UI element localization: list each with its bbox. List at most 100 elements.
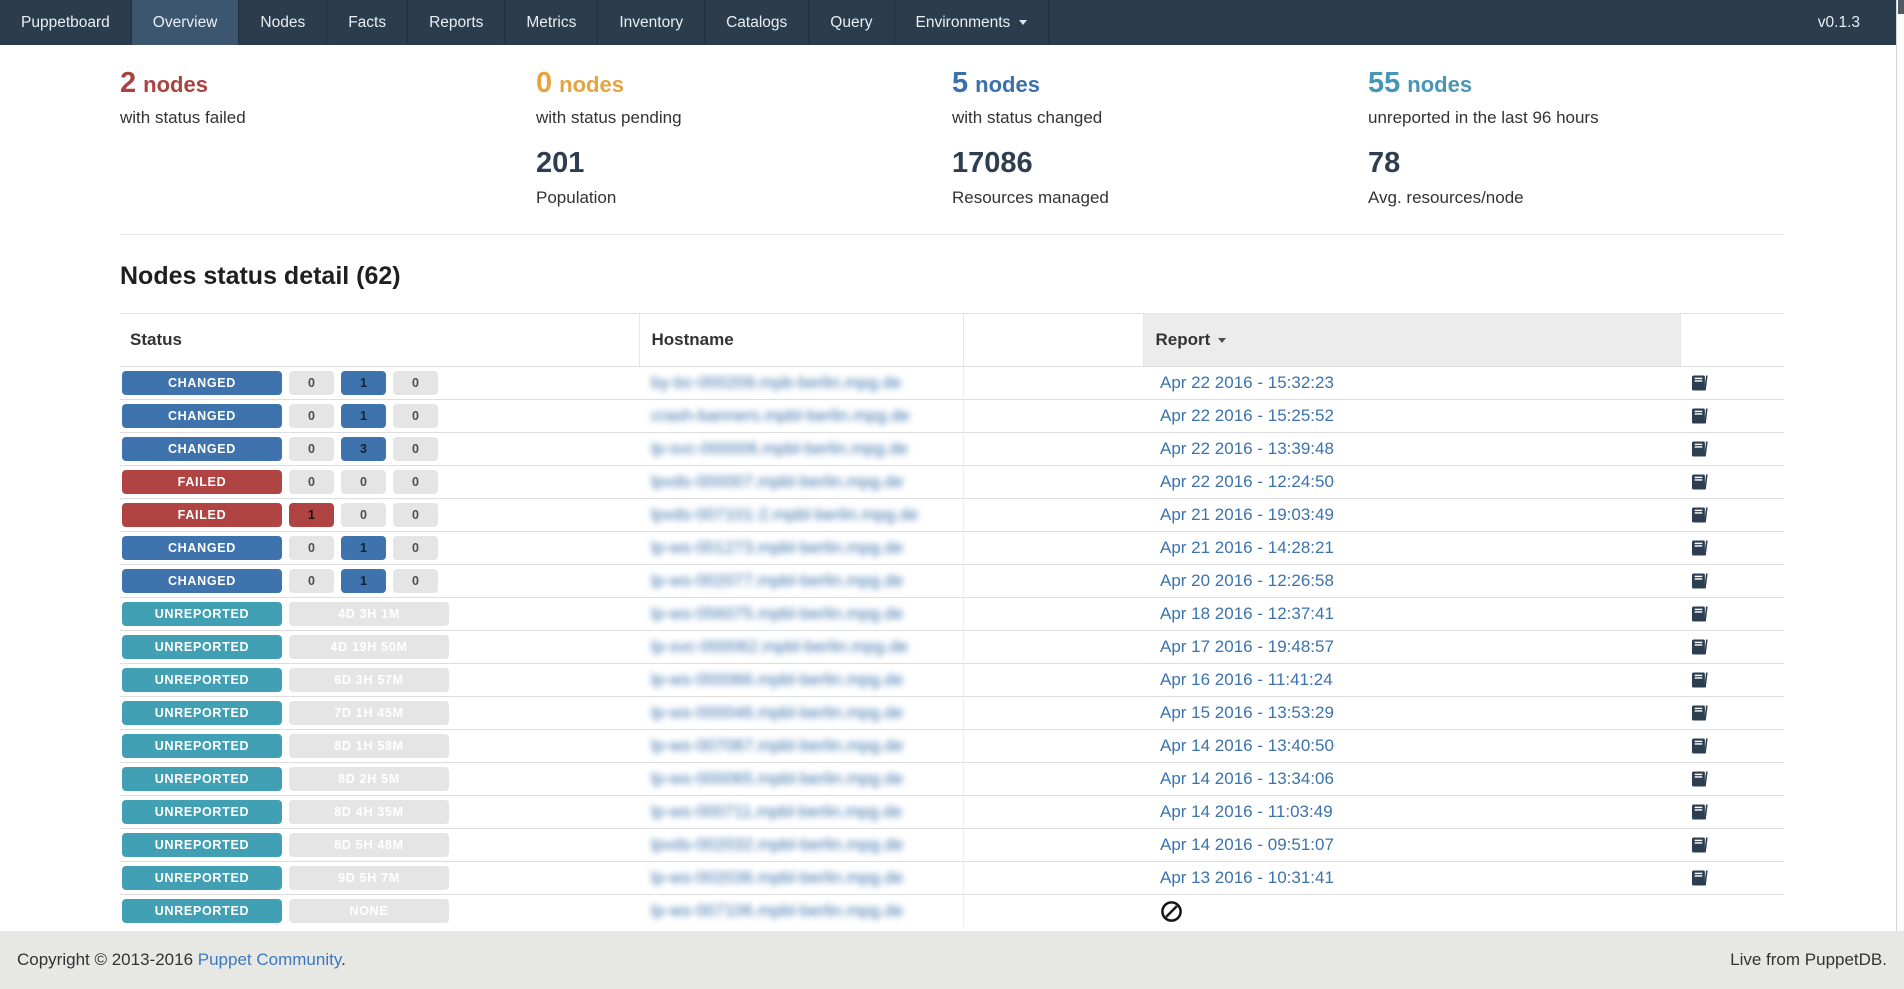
hostname-link[interactable]: lp-ws-000065.mpbl-berlin.mpg.de [651,768,904,788]
hostname-link[interactable]: lp-ws-002036.mpbl-berlin.mpg.de [651,867,904,887]
nav-item-overview[interactable]: Overview [131,0,240,45]
hostname-link[interactable]: lp-ws-056075.mpbl-berlin.mpg.de [651,603,904,623]
hostname-cell: lp-svc-000006.mpbl-berlin.mpg.de [639,431,963,466]
hostname-link[interactable]: by-bc-000209.mpb-berlin.mpg.de [651,372,902,392]
hostname-link[interactable]: lpvds-007101-2.mpbl-berlin.mpg.de [651,504,919,524]
report-cell: Apr 22 2016 - 15:32:23 [1143,365,1680,400]
status-badge: FAILED [122,502,282,527]
stat-number: 201 [536,146,585,179]
report-log-book-icon[interactable] [1690,604,1709,624]
report-log-book-icon[interactable] [1690,406,1709,426]
nav-item-reports[interactable]: Reports [408,0,506,45]
column-header-status[interactable]: Status [120,312,639,367]
nav-item-inventory[interactable]: Inventory [598,0,706,45]
hostname-link[interactable]: lp-ws-002077.mpbl-berlin.mpg.de [651,570,904,590]
report-log-book-icon[interactable] [1690,373,1709,393]
hostname-link[interactable]: lp-ws-000046.mpbl-berlin.mpg.de [651,702,904,722]
report-log-cell [1680,695,1784,730]
nav-item-nodes[interactable]: Nodes [239,0,328,45]
stat-suffix: nodes [975,72,1040,97]
hostname-link[interactable]: lp-svc-000006.mpbl-berlin.mpg.de [651,438,909,458]
status-badge: UNREPORTED [122,865,282,890]
status-cell: CHANGED 0 1 0 [120,563,639,598]
report-log-cell [1680,563,1784,598]
chevron-down-icon [1019,20,1028,25]
hostname-link[interactable]: lp-ws-000711.mpbl-berlin.mpg.de [651,801,903,821]
report-log-cell [1680,431,1784,466]
nav-item-facts[interactable]: Facts [327,0,409,45]
stat-value: 2 nodes [120,67,536,100]
report-log-cell [1680,464,1784,499]
report-log-book-icon[interactable] [1690,703,1709,723]
scrollbar-thumb[interactable] [1898,0,1904,14]
report-log-book-icon[interactable] [1690,769,1709,789]
brand-puppetboard[interactable]: Puppetboard [0,0,132,45]
report-link[interactable]: Apr 15 2016 - 13:53:29 [1160,702,1334,722]
report-cell: Apr 14 2016 - 11:03:49 [1143,794,1680,829]
report-link[interactable]: Apr 22 2016 - 15:25:52 [1160,405,1334,425]
report-link[interactable]: Apr 22 2016 - 15:32:23 [1160,372,1334,392]
report-log-cell [1680,530,1784,565]
report-log-book-icon[interactable] [1690,670,1709,690]
report-log-book-icon[interactable] [1690,736,1709,756]
report-log-book-icon[interactable] [1690,505,1709,525]
report-link[interactable]: Apr 20 2016 - 12:26:58 [1160,570,1334,590]
count-badge-2: 0 [393,535,438,560]
report-log-book-icon[interactable] [1690,868,1709,888]
nav-item-query[interactable]: Query [809,0,895,45]
count-badge-0: 0 [289,469,334,494]
column-header-report[interactable]: Report [1142,312,1680,367]
puppet-community-link[interactable]: Puppet Community [197,950,342,969]
report-log-book-icon[interactable] [1690,637,1709,657]
report-log-book-icon[interactable] [1690,538,1709,558]
stat-label: with status failed [120,107,246,127]
hostname-link[interactable]: lp-ws-001273.mpbl-berlin.mpg.de [651,537,904,557]
hostname-cell: lpvds-007101-2.mpbl-berlin.mpg.de [639,497,963,532]
report-link[interactable]: Apr 16 2016 - 11:41:24 [1160,669,1333,689]
report-link[interactable]: Apr 21 2016 - 19:03:49 [1160,504,1334,524]
report-link[interactable]: Apr 14 2016 - 13:40:50 [1160,735,1334,755]
hostname-link[interactable]: lp-ws-007106.mpbl-berlin.mpg.de [651,901,904,921]
stat-number: 17086 [952,146,1033,179]
report-log-book-icon[interactable] [1690,802,1709,822]
report-link[interactable]: Apr 21 2016 - 14:28:21 [1160,537,1334,557]
nav-item-catalogs[interactable]: Catalogs [705,0,810,45]
nav-item-metrics[interactable]: Metrics [505,0,599,45]
hostname-link[interactable]: lp-ws-007087.mpbl-berlin.mpg.de [651,735,904,755]
status-cell: UNREPORTED NONE [120,893,639,928]
report-link[interactable]: Apr 13 2016 - 10:31:41 [1160,867,1334,887]
hostname-link[interactable]: lpvds-002032.mpbl-berlin.mpg.de [651,834,904,854]
spacer-cell [962,761,1143,796]
hostname-cell: lp-ws-000065.mpbl-berlin.mpg.de [639,761,963,796]
vertical-scrollbar[interactable] [1896,0,1904,931]
report-link[interactable]: Apr 22 2016 - 13:39:48 [1160,438,1334,458]
hostname-link[interactable]: lpvds-000007.mpbl-berlin.mpg.de [651,471,904,491]
stat-label: Resources managed [952,187,1109,207]
report-log-book-icon[interactable] [1690,472,1709,492]
stat-value: 55 nodes [1368,67,1784,100]
column-header-hostname[interactable]: Hostname [638,312,963,367]
hostname-link[interactable]: crash-banners.mpbl-berlin.mpg.de [651,405,910,425]
spacer-cell [962,530,1143,565]
report-link[interactable]: Apr 14 2016 - 09:51:07 [1160,834,1334,854]
count-badge-0: 0 [289,568,334,593]
count-badge-0: 1 [289,502,334,527]
report-cell: Apr 18 2016 - 12:37:41 [1143,596,1680,631]
stat-suffix: nodes [559,72,624,97]
hostname-cell: lp-ws-007106.mpbl-berlin.mpg.de [639,893,963,928]
nav-item-environments[interactable]: Environments [895,0,1050,45]
status-badge: FAILED [122,469,282,494]
hostname-link[interactable]: lp-svc-000062.mpbl-berlin.mpg.de [651,636,909,656]
report-link[interactable]: Apr 18 2016 - 12:37:41 [1160,603,1334,623]
status-cell: UNREPORTED 9D 5H 7M [120,860,639,895]
report-log-book-icon[interactable] [1690,439,1709,459]
report-log-book-icon[interactable] [1690,835,1709,855]
report-link[interactable]: Apr 14 2016 - 11:03:49 [1160,801,1333,821]
hostname-link[interactable]: lp-ws-000066.mpbl-berlin.mpg.de [651,669,904,689]
report-link[interactable]: Apr 22 2016 - 12:24:50 [1160,471,1334,491]
status-badge: CHANGED [122,370,282,395]
status-badge: UNREPORTED [122,733,282,758]
report-log-book-icon[interactable] [1690,571,1709,591]
report-link[interactable]: Apr 14 2016 - 13:34:06 [1160,768,1334,788]
report-link[interactable]: Apr 17 2016 - 19:48:57 [1160,636,1334,656]
